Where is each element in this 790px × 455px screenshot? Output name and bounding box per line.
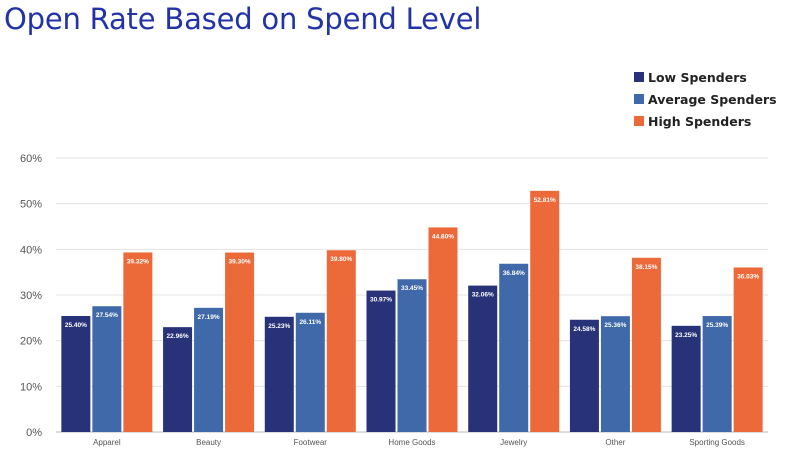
bar — [225, 252, 255, 432]
data-label: 25.39% — [706, 322, 728, 329]
x-category-label: Other — [605, 438, 625, 447]
bar — [92, 306, 122, 432]
data-label: 25.40% — [65, 322, 87, 329]
data-label: 39.80% — [330, 256, 352, 263]
bar — [499, 263, 529, 432]
chart-legend: Low Spenders Average Spenders High Spend… — [634, 66, 777, 132]
bar — [733, 267, 763, 432]
y-tick-label: 50% — [20, 199, 42, 211]
data-label: 32.06% — [472, 292, 494, 299]
data-label: 36.84% — [503, 270, 525, 277]
data-label: 26.11% — [299, 319, 321, 326]
y-tick-label: 40% — [20, 244, 42, 256]
legend-swatch-low — [634, 72, 644, 82]
bar — [397, 279, 427, 432]
legend-swatch-average — [634, 94, 644, 104]
y-tick-label: 20% — [20, 336, 42, 348]
legend-item-low: Low Spenders — [634, 66, 777, 88]
data-label: 27.54% — [96, 312, 118, 319]
data-label: 44.80% — [432, 233, 454, 240]
bar — [295, 312, 325, 432]
legend-label-low: Low Spenders — [648, 69, 747, 85]
bar — [366, 290, 396, 432]
bar — [468, 285, 498, 432]
bar — [163, 327, 193, 432]
bar — [123, 252, 153, 432]
data-label: 52.81% — [534, 197, 556, 204]
data-label: 36.03% — [737, 273, 759, 280]
chart-title: Open Rate Based on Spend Level — [4, 2, 482, 36]
data-label: 23.25% — [675, 332, 697, 339]
bar — [530, 190, 560, 432]
data-label: 22.96% — [167, 333, 189, 340]
data-label: 39.32% — [127, 258, 149, 265]
bar — [671, 325, 701, 432]
x-category-label: Sporting Goods — [689, 438, 745, 447]
bar — [600, 316, 630, 432]
bar — [631, 257, 661, 432]
x-category-label: Apparel — [93, 438, 121, 447]
data-label: 27.19% — [198, 314, 220, 321]
data-label: 30.97% — [370, 297, 392, 304]
data-label: 25.23% — [268, 323, 290, 330]
x-category-label: Home Goods — [388, 438, 435, 447]
legend-label-average: Average Spenders — [648, 91, 777, 107]
bar — [569, 319, 599, 432]
legend-item-high: High Spenders — [634, 110, 777, 132]
bar — [264, 316, 294, 432]
data-label: 33.45% — [401, 285, 423, 292]
data-label: 24.58% — [573, 326, 595, 333]
bar — [428, 227, 458, 432]
bar — [326, 250, 356, 432]
y-tick-label: 10% — [20, 381, 42, 393]
x-category-label: Footwear — [294, 438, 328, 447]
data-label: 25.36% — [604, 322, 626, 329]
bar — [702, 316, 732, 432]
legend-label-high: High Spenders — [648, 113, 752, 129]
y-tick-label: 60% — [20, 153, 42, 165]
data-label: 38.15% — [635, 264, 657, 271]
x-category-label: Beauty — [196, 438, 221, 447]
data-label: 39.30% — [229, 259, 251, 266]
bar — [194, 307, 224, 432]
legend-item-average: Average Spenders — [634, 88, 777, 110]
legend-swatch-high — [634, 116, 644, 126]
bar — [61, 316, 91, 432]
y-tick-label: 0% — [26, 427, 42, 439]
y-tick-label: 30% — [20, 290, 42, 302]
x-category-label: Jewelry — [500, 438, 527, 447]
